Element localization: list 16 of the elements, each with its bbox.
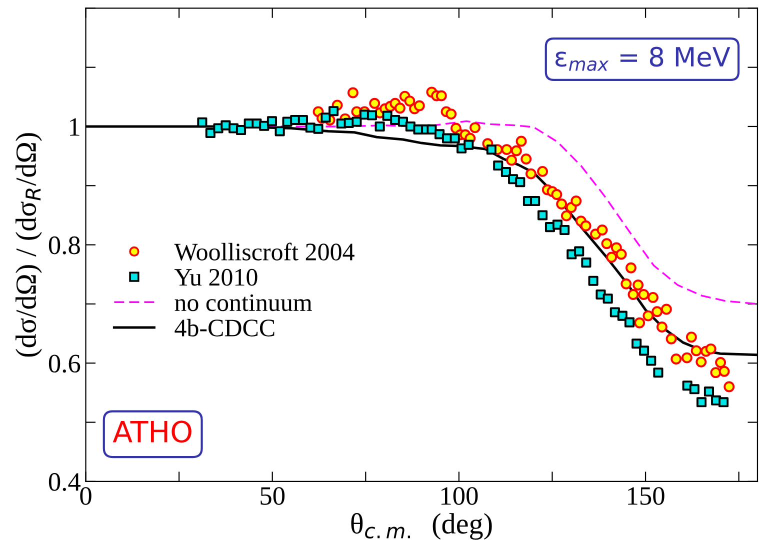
y-tick-label: 1 [70, 118, 80, 136]
x-tick-label: 100 [441, 487, 478, 505]
legend-label: 4b-CDCC [174, 318, 274, 336]
y-tick-label: 0.8 [48, 236, 80, 254]
legend-label: Woolliscroft 2004 [174, 242, 354, 261]
x-tick-label: 150 [628, 487, 664, 505]
legend-label: Yu 2010 [174, 268, 258, 286]
y-tick-label: 0.6 [48, 354, 80, 373]
annotation: ATHO [112, 420, 192, 443]
legend-label: no continuum [174, 294, 312, 312]
x-axis-title: θ$_{c.m.}$ (deg) [351, 513, 492, 540]
x-tick-label: 50 [260, 487, 285, 505]
x-tick-label: 0 [80, 487, 92, 505]
annotation: ε$_{max}$ = 8 MeV [556, 46, 730, 71]
y-tick-label: 0.4 [48, 473, 80, 491]
y-axis-title: (dσ/dΩ) / (dσ$_{R}$/dΩ) [16, 133, 42, 357]
